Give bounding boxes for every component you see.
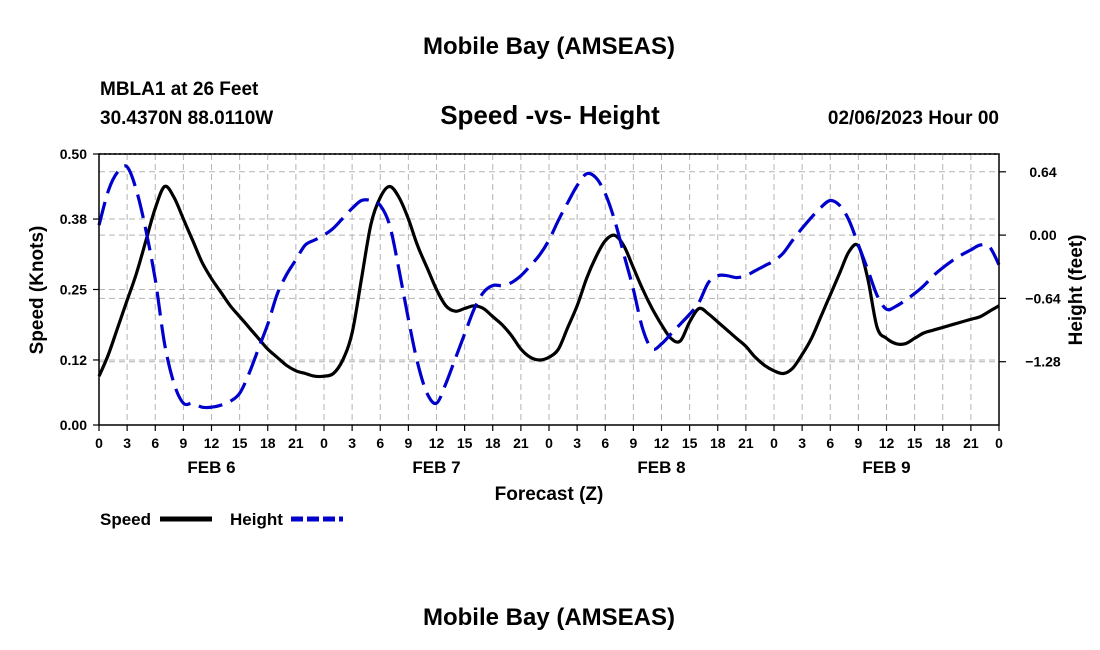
y-tick-label: 0.00	[60, 417, 87, 433]
x-tick-label: 3	[573, 435, 581, 451]
x-tick-label: 21	[288, 435, 304, 451]
day-label: FEB 9	[862, 458, 910, 477]
x-tick-label: 0	[545, 435, 553, 451]
y-tick-label: 0.38	[60, 211, 87, 227]
x-tick-label: 3	[348, 435, 356, 451]
height-series-line	[97, 164, 1001, 410]
station-label: MBLA1 at 26 Feet	[100, 79, 259, 100]
speed-series-line	[97, 184, 1000, 379]
y-tick-label: 0.25	[60, 282, 87, 298]
grid	[99, 154, 999, 425]
day-label: FEB 8	[637, 458, 685, 477]
forecast-datetime: 02/06/2023 Hour 00	[828, 108, 999, 129]
x-tick-label: 9	[854, 435, 862, 451]
x-tick-label: 9	[629, 435, 637, 451]
x-tick-label: 0	[320, 435, 328, 451]
x-tick-label: 18	[935, 435, 951, 451]
day-label: FEB 7	[412, 458, 460, 477]
coordinates-label: 30.4370N 88.0110W	[100, 108, 273, 129]
x-tick-label: 18	[485, 435, 501, 451]
x-tick-label: 21	[963, 435, 979, 451]
x-tick-label: 6	[151, 435, 159, 451]
x-tick-label: 18	[260, 435, 276, 451]
legend: Speed Height	[100, 510, 343, 529]
y2-axis-title: Height (feet)	[1066, 235, 1087, 346]
x-tick-label: 9	[404, 435, 412, 451]
x-tick-label: 6	[826, 435, 834, 451]
x-tick-label: 6	[376, 435, 384, 451]
x-tick-label: 18	[710, 435, 726, 451]
page-title: Mobile Bay (AMSEAS)	[423, 33, 675, 60]
y2-tick-label: 0.00	[1029, 227, 1056, 243]
y-axis-title: Speed (Knots)	[27, 226, 48, 355]
x-tick-label: 9	[179, 435, 187, 451]
x-tick-label: 12	[204, 435, 220, 451]
day-label: FEB 6	[187, 458, 235, 477]
x-axis-title: Forecast (Z)	[495, 484, 604, 505]
x-tick-label: 12	[879, 435, 895, 451]
y2-tick-label: −1.28	[1025, 354, 1061, 370]
x-tick-label: 15	[682, 435, 698, 451]
legend-height-label: Height	[230, 510, 283, 529]
y2-tick-label: −0.64	[1025, 290, 1061, 306]
y2-tick-label: 0.64	[1029, 164, 1056, 180]
x-tick-label: 15	[232, 435, 248, 451]
footer-title: Mobile Bay (AMSEAS)	[423, 604, 675, 631]
y-tick-label: 0.50	[60, 146, 87, 162]
y-tick-label: 0.12	[60, 352, 87, 368]
x-tick-label: 15	[457, 435, 473, 451]
legend-speed-label: Speed	[100, 510, 151, 529]
x-tick-label: 0	[770, 435, 778, 451]
series-lines	[97, 164, 1001, 410]
x-tick-label: 21	[738, 435, 754, 451]
chart-title: Speed -vs- Height	[440, 100, 660, 130]
x-tick-label: 0	[95, 435, 103, 451]
x-tick-label: 12	[654, 435, 670, 451]
x-tick-label: 0	[995, 435, 1003, 451]
x-tick-label: 3	[798, 435, 806, 451]
x-tick-label: 12	[429, 435, 445, 451]
x-tick-label: 21	[513, 435, 529, 451]
x-tick-label: 6	[601, 435, 609, 451]
x-tick-label: 15	[907, 435, 923, 451]
axis-ticks: 0 3 6 9 12 15 18 21 0 3 6 9 12 15 18 21 0 3 6 9 12 15 18 21 0 3 6 9…	[60, 146, 1061, 477]
x-tick-label: 3	[123, 435, 131, 451]
